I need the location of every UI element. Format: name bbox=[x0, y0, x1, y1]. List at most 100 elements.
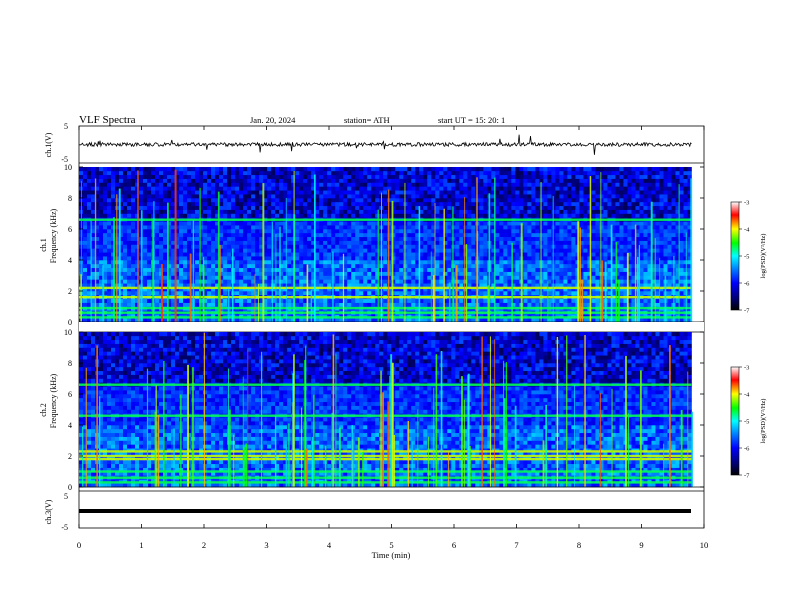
spectrogram-cell bbox=[683, 232, 688, 238]
spectrogram-cell bbox=[263, 298, 268, 303]
spectrogram-cell bbox=[591, 279, 596, 284]
spectrogram-cell bbox=[547, 279, 552, 284]
spectrogram-cell bbox=[119, 298, 124, 303]
spectrogram-cell bbox=[587, 225, 592, 230]
spectrogram-cell bbox=[251, 256, 256, 261]
spectrogram-cell bbox=[219, 260, 224, 265]
spectrogram-cell bbox=[471, 240, 476, 245]
spectrogram-cell bbox=[403, 194, 408, 199]
spectrogram-cell bbox=[439, 275, 444, 280]
spectrogram-cell bbox=[675, 229, 680, 234]
spectrogram-cell bbox=[387, 232, 392, 238]
spectrogram-cell bbox=[211, 302, 216, 307]
spectrogram-cell bbox=[623, 232, 628, 238]
spectrogram-cell bbox=[531, 298, 536, 303]
spectrogram-cell bbox=[347, 194, 352, 199]
spectrogram-cell bbox=[683, 209, 688, 214]
spectrogram-cell bbox=[423, 252, 428, 257]
spectrogram-cell bbox=[227, 205, 232, 210]
spectrogram-cell bbox=[463, 283, 468, 288]
spectrogram-cell bbox=[207, 260, 212, 265]
spectrogram-cell bbox=[647, 267, 652, 272]
spectrogram-cell bbox=[435, 236, 440, 241]
spectrogram-cell bbox=[443, 287, 448, 292]
spectrogram-cell bbox=[651, 279, 656, 284]
spectrogram-cell bbox=[227, 283, 232, 288]
spectrogram-cell bbox=[319, 194, 324, 199]
spectrogram-cell bbox=[455, 209, 460, 214]
spectrogram-cell bbox=[203, 213, 208, 218]
spectrogram-cell bbox=[247, 205, 252, 210]
spectrogram-cell bbox=[511, 225, 516, 230]
spectrogram-cell bbox=[455, 213, 460, 218]
spectrogram-cell bbox=[687, 232, 692, 238]
spectrogram-cell bbox=[687, 205, 692, 210]
spectrogram-cell bbox=[135, 291, 140, 296]
spectrogram-cell bbox=[531, 229, 536, 234]
spectrogram-cell bbox=[407, 252, 412, 257]
spectrogram-cell bbox=[431, 248, 436, 253]
spectrogram-cell bbox=[187, 256, 192, 261]
spectrogram-cell bbox=[191, 205, 196, 210]
spectrogram-cell bbox=[347, 248, 352, 253]
spectrogram-cell bbox=[503, 302, 508, 307]
spectrogram-cell bbox=[567, 225, 572, 230]
spectrogram-cell bbox=[619, 198, 624, 203]
spectrogram-cell bbox=[207, 291, 212, 296]
spectrogram-cell bbox=[283, 236, 288, 241]
spectrogram-cell bbox=[435, 271, 440, 276]
spectrogram-cell bbox=[647, 198, 652, 203]
spectrogram-cell bbox=[211, 225, 216, 230]
spectrogram-cell bbox=[147, 252, 152, 257]
spectrogram-cell bbox=[135, 283, 140, 288]
spectrogram-cell bbox=[247, 198, 252, 203]
spectrogram-cell bbox=[555, 236, 560, 241]
spectrogram-cell bbox=[567, 221, 572, 226]
spectrogram-cell bbox=[399, 209, 404, 214]
spectrogram-cell bbox=[675, 256, 680, 261]
spectrogram-cell bbox=[323, 213, 328, 218]
spectrogram-cell bbox=[591, 260, 596, 265]
spectrogram-cell bbox=[531, 283, 536, 288]
spectrogram-cell bbox=[575, 213, 580, 218]
spectrogram-cell bbox=[435, 240, 440, 245]
spectrogram-cell bbox=[295, 252, 300, 257]
spectrogram-cell bbox=[563, 318, 568, 323]
spectrogram-cell bbox=[595, 244, 600, 249]
spectrogram-cell bbox=[607, 225, 612, 230]
spectrogram-cell bbox=[495, 229, 500, 234]
spectrogram-cell bbox=[583, 267, 588, 272]
spectrogram-cell bbox=[555, 205, 560, 210]
spectrogram-cell bbox=[679, 252, 684, 257]
spectrogram-cell bbox=[591, 201, 596, 207]
spectrogram-cell bbox=[267, 213, 272, 218]
spectrogram-cell bbox=[171, 198, 176, 203]
spectrogram-cell bbox=[363, 205, 368, 210]
spectrogram-cell bbox=[247, 225, 252, 230]
spectrogram-cell bbox=[123, 232, 128, 238]
spectrogram-cell bbox=[407, 248, 412, 253]
spectrogram-cell bbox=[275, 213, 280, 218]
spectrogram-cell bbox=[167, 263, 172, 269]
spectrogram-cell bbox=[415, 248, 420, 253]
spectrogram-cell bbox=[283, 209, 288, 214]
spectrogram-cell bbox=[219, 302, 224, 307]
spectrogram-cell bbox=[199, 201, 204, 207]
spectrogram-cell bbox=[463, 198, 468, 203]
spectrogram-cell bbox=[211, 229, 216, 234]
spectrogram-cell bbox=[491, 240, 496, 245]
spectrogram-cell bbox=[151, 213, 156, 218]
spectrogram-cell bbox=[83, 205, 88, 210]
spectrogram-cell bbox=[367, 287, 372, 292]
spectrogram-cell bbox=[387, 198, 392, 203]
spectrogram-cell bbox=[195, 287, 200, 292]
spectrogram-cell bbox=[503, 236, 508, 241]
spectrogram-cell bbox=[187, 236, 192, 241]
spectrogram-cell bbox=[87, 229, 92, 234]
spectrogram-cell bbox=[103, 221, 108, 226]
spectrogram-cell bbox=[607, 287, 612, 292]
spectrogram-cell bbox=[399, 236, 404, 241]
spectrogram-cell bbox=[415, 283, 420, 288]
spectrogram-cell bbox=[251, 260, 256, 265]
spectrogram-cell bbox=[655, 271, 660, 276]
